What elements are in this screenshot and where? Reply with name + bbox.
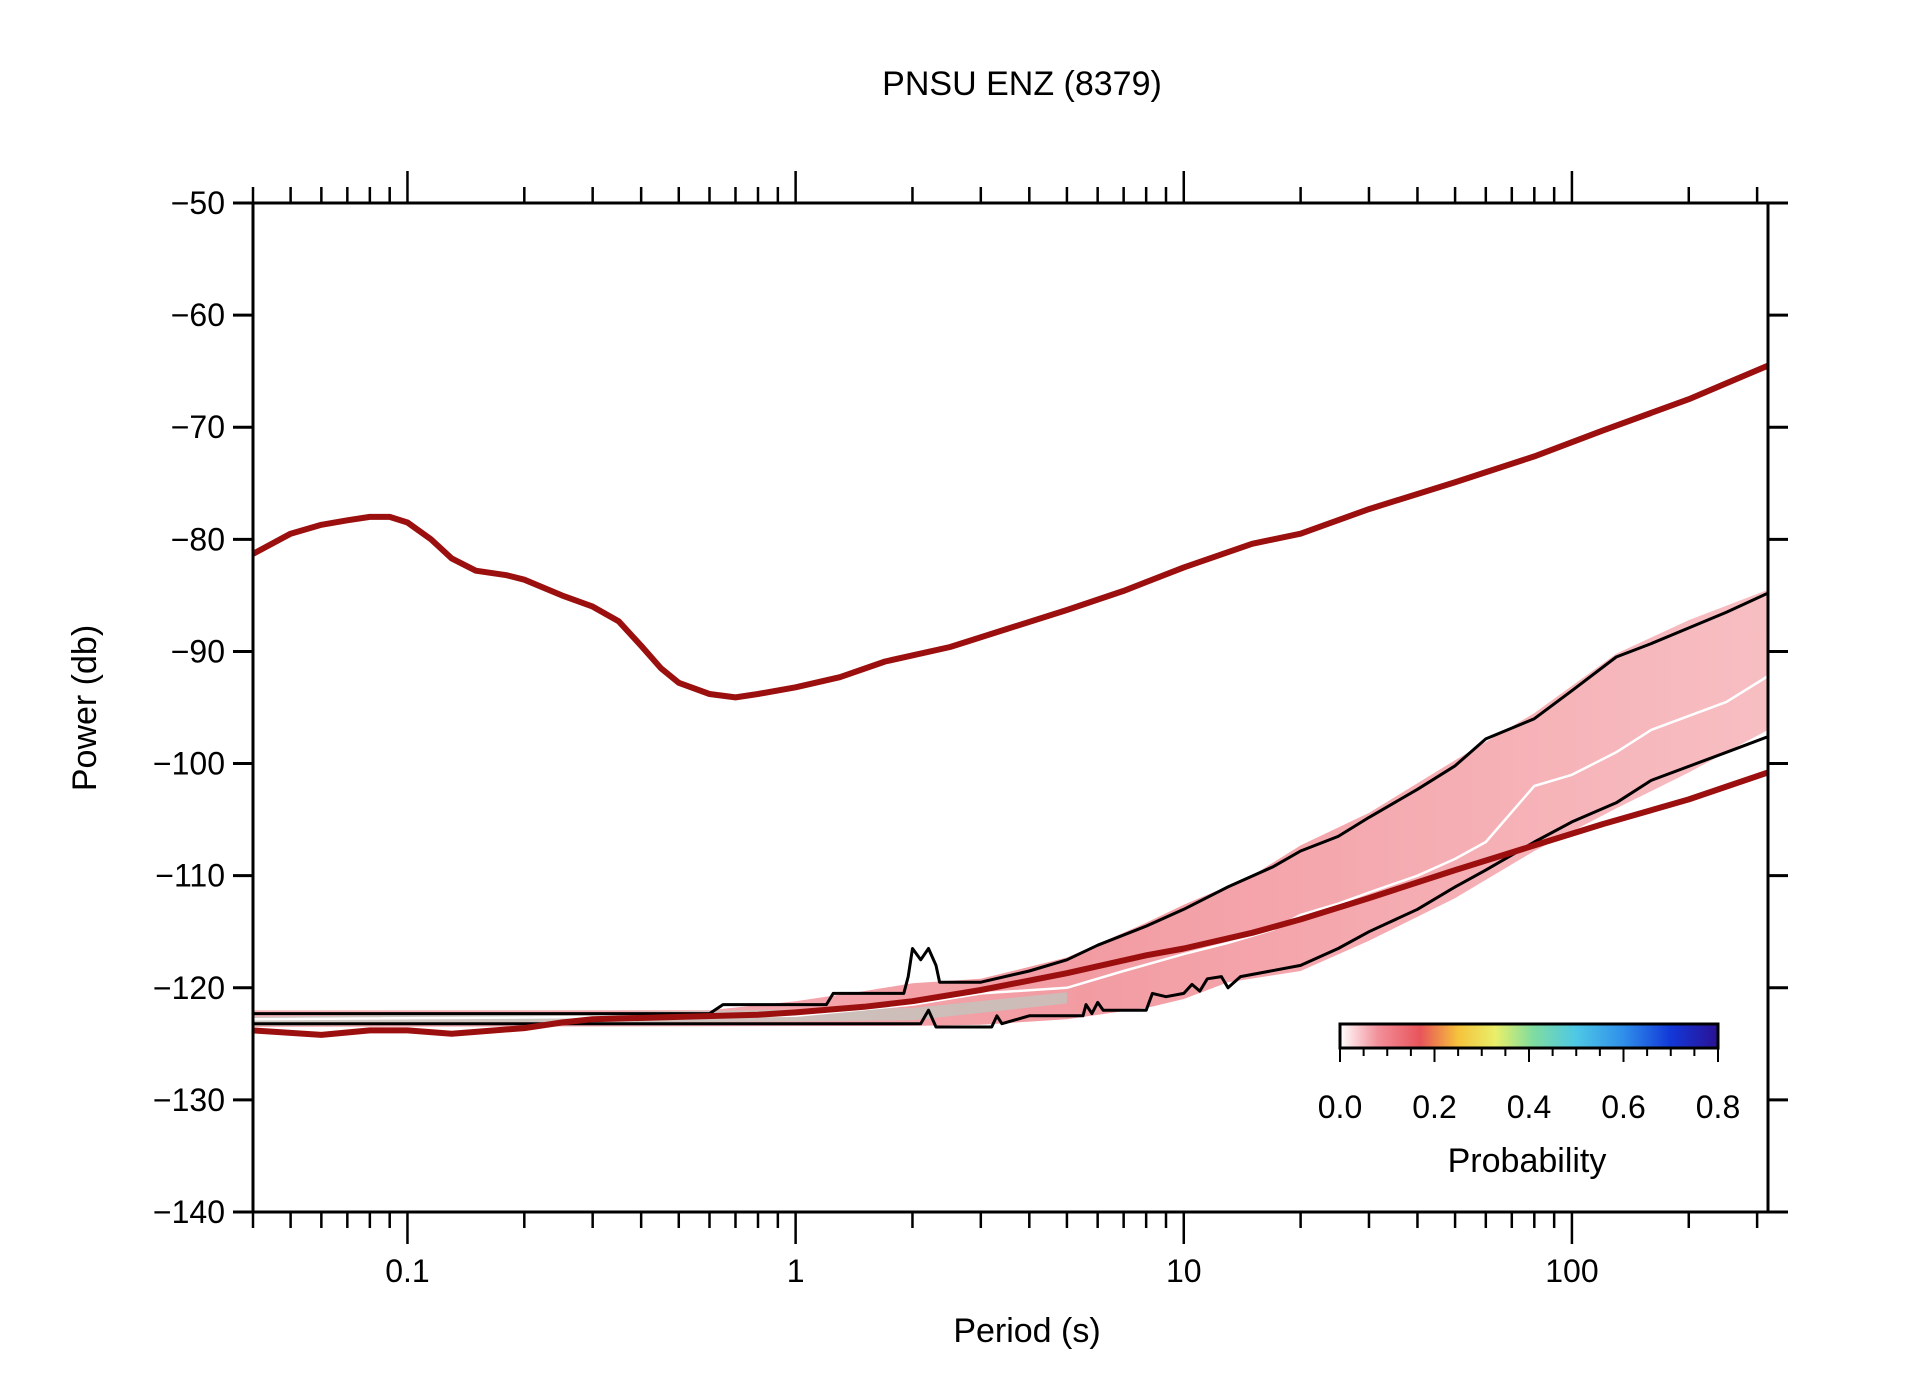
colorbar-tick-label: 0.6 <box>1601 1089 1645 1125</box>
y-tick-label: −70 <box>171 409 225 445</box>
plot-area <box>253 362 1768 1038</box>
axis-ticks: −50 −60 −70 −80 −90 −100 −110 −120 −130 −140 0.1 1 1… <box>153 171 1788 1289</box>
y-tick-label: −130 <box>153 1082 225 1118</box>
mode-line <box>253 674 1768 1021</box>
colorbar: 0.0 0.2 0.4 0.6 0.8 <box>1318 1022 1740 1125</box>
colorbar-scale <box>1338 1022 1720 1050</box>
colorbar-tick-label: 0.0 <box>1318 1089 1362 1125</box>
x-axis-title: Period (s) <box>953 1312 1100 1350</box>
y-tick-label: −100 <box>153 746 225 782</box>
y-tick-label: −120 <box>153 970 225 1006</box>
high-noise-model-line <box>253 362 1768 701</box>
y-tick-label: −110 <box>155 858 225 894</box>
y-tick-label: −140 <box>153 1194 225 1230</box>
colorbar-tick-label: 0.4 <box>1507 1089 1551 1125</box>
lower-percentile-line <box>253 735 1768 1029</box>
colorbar-label: Probability <box>1448 1142 1607 1180</box>
x-tick-label: 10 <box>1166 1253 1202 1289</box>
y-tick-label: −90 <box>171 633 225 669</box>
x-tick-label: 100 <box>1545 1253 1598 1289</box>
colorbar-tick-label: 0.8 <box>1696 1089 1740 1125</box>
colorbar-tick-label: 0.2 <box>1412 1089 1456 1125</box>
y-axis-title: Power (db) <box>66 625 104 791</box>
plot-frame <box>251 201 1770 1214</box>
y-tick-label: −50 <box>171 185 225 221</box>
chart-title: PNSU ENZ (8379) <box>882 65 1162 103</box>
x-tick-label: 1 <box>787 1253 805 1289</box>
probability-density-band <box>253 589 1768 1027</box>
y-tick-label: −80 <box>171 521 225 557</box>
x-tick-label: 0.1 <box>385 1253 429 1289</box>
low-noise-model-line <box>253 769 1768 1038</box>
y-tick-label: −60 <box>171 297 225 333</box>
upper-percentile-line <box>253 591 1768 1016</box>
